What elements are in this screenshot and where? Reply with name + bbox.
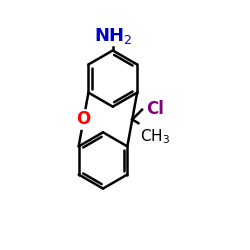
Text: O: O xyxy=(76,110,91,128)
Text: Cl: Cl xyxy=(146,100,164,117)
Text: NH$_2$: NH$_2$ xyxy=(94,26,132,46)
Text: CH$_3$: CH$_3$ xyxy=(140,127,170,146)
